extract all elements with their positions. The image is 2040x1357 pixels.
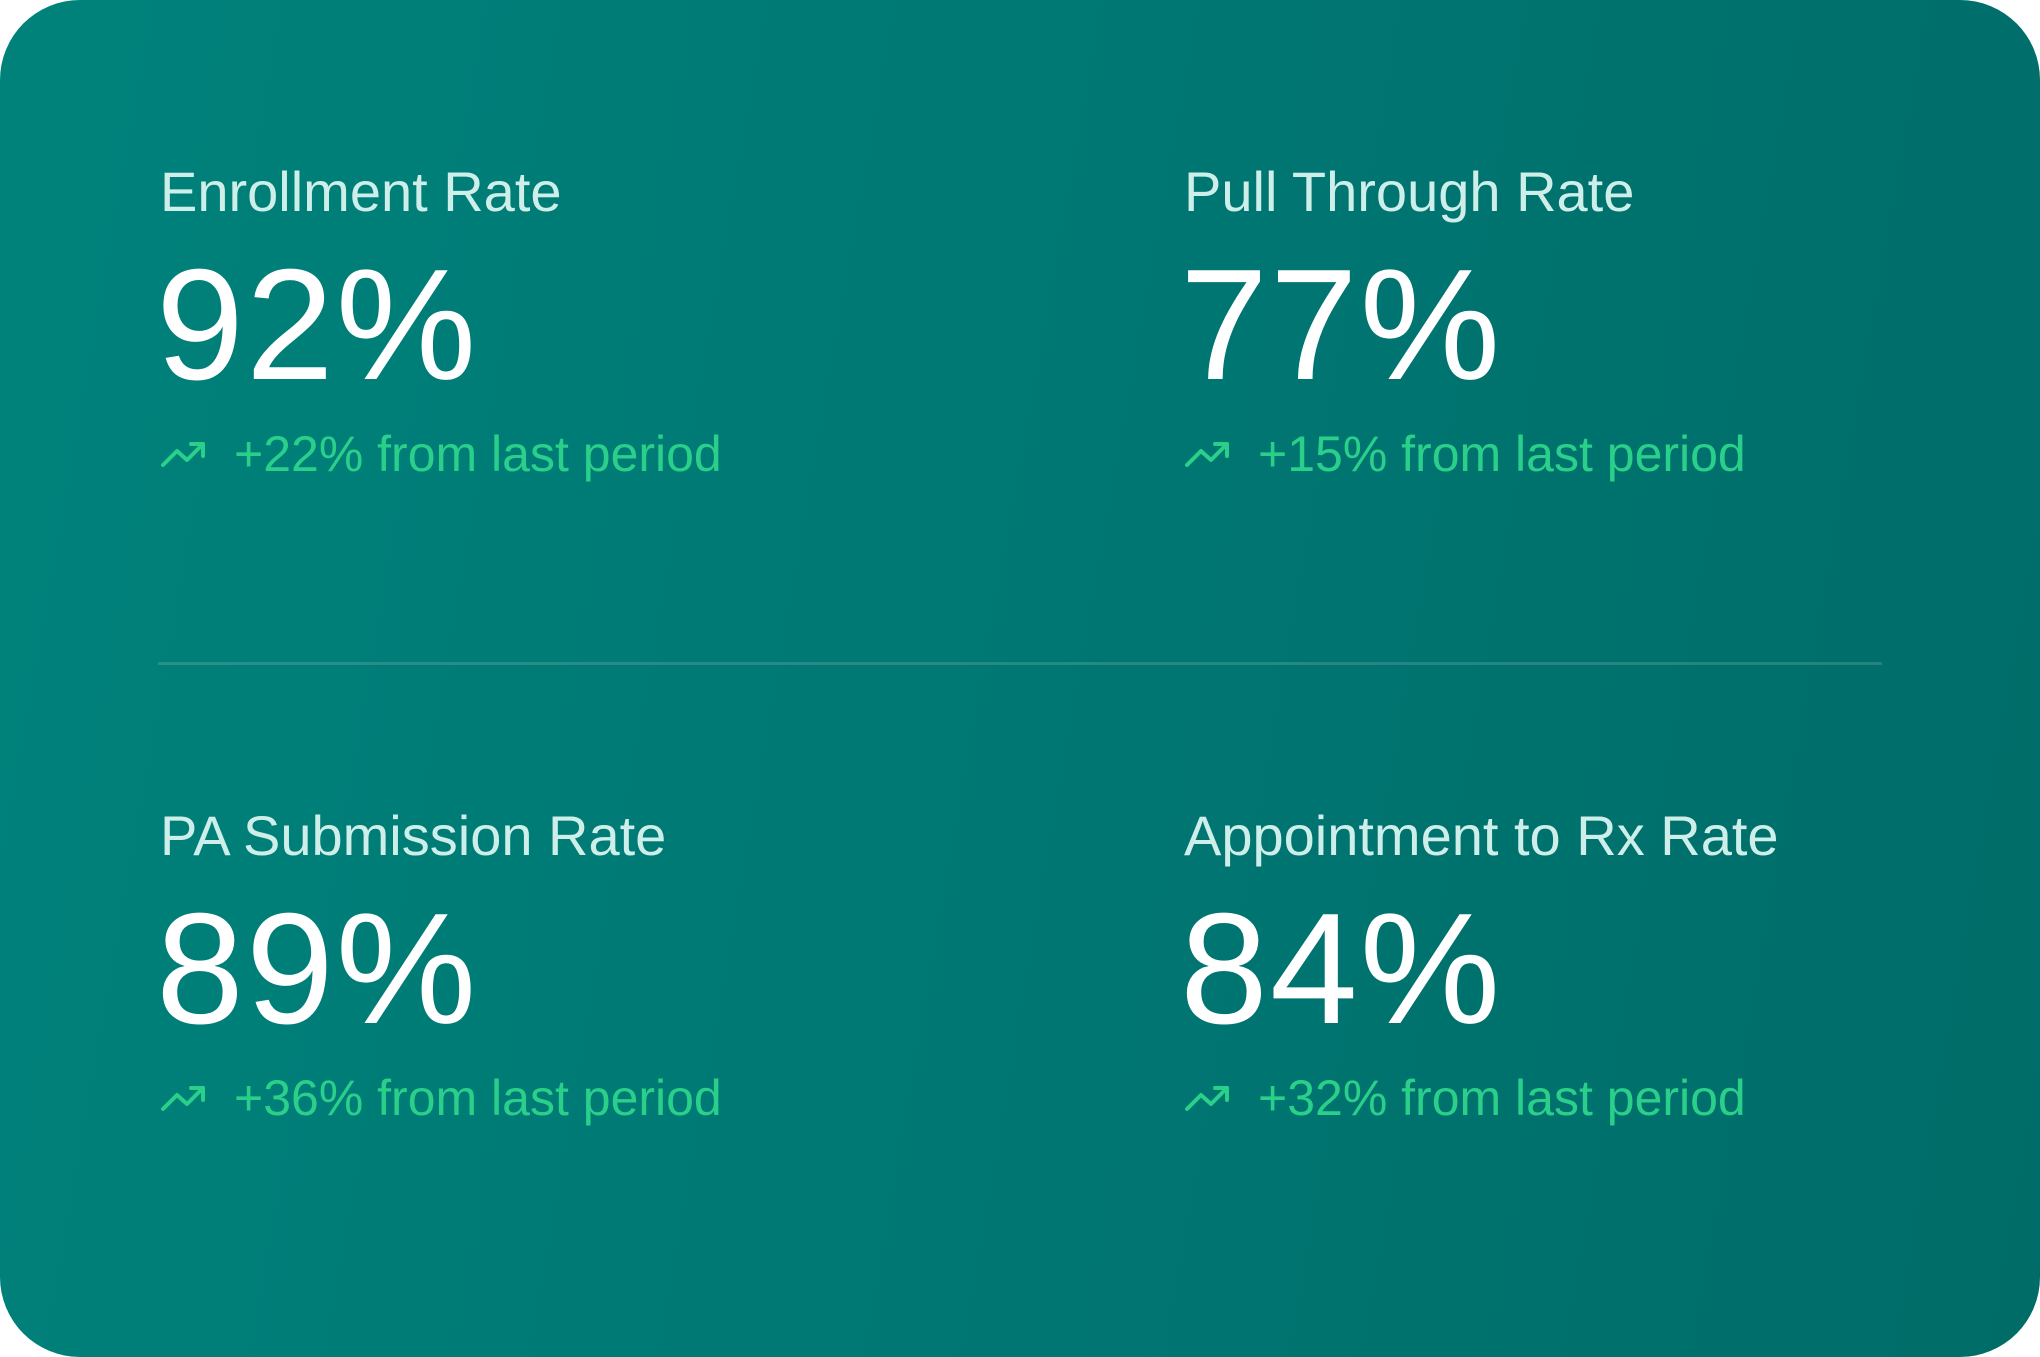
metric-change: +36% from last period (160, 1066, 722, 1130)
trending-up-icon (1185, 1086, 1229, 1111)
metric-change: +15% from last period (1184, 422, 1746, 486)
trending-up-icon (161, 442, 205, 467)
metric-change-text: +32% from last period (1258, 1070, 1746, 1126)
metric-label: Appointment to Rx Rate (1184, 804, 1779, 867)
metric-label: Enrollment Rate (160, 160, 562, 223)
section-divider (158, 662, 1882, 665)
metric-change-text: +22% from last period (234, 426, 722, 482)
metric-value: 77% (1180, 237, 1503, 413)
metric-label: PA Submission Rate (160, 804, 667, 867)
metric-value: 92% (156, 237, 479, 413)
trending-up-icon (1185, 442, 1229, 467)
metric-value: 89% (156, 881, 479, 1057)
metric-change-text: +36% from last period (234, 1070, 722, 1126)
metric-value: 84% (1180, 881, 1503, 1057)
metric-change: +32% from last period (1184, 1066, 1746, 1130)
trending-up-icon (161, 1086, 205, 1111)
metric-change-text: +15% from last period (1258, 426, 1746, 482)
metric-change: +22% from last period (160, 422, 722, 486)
metric-label: Pull Through Rate (1184, 160, 1635, 223)
